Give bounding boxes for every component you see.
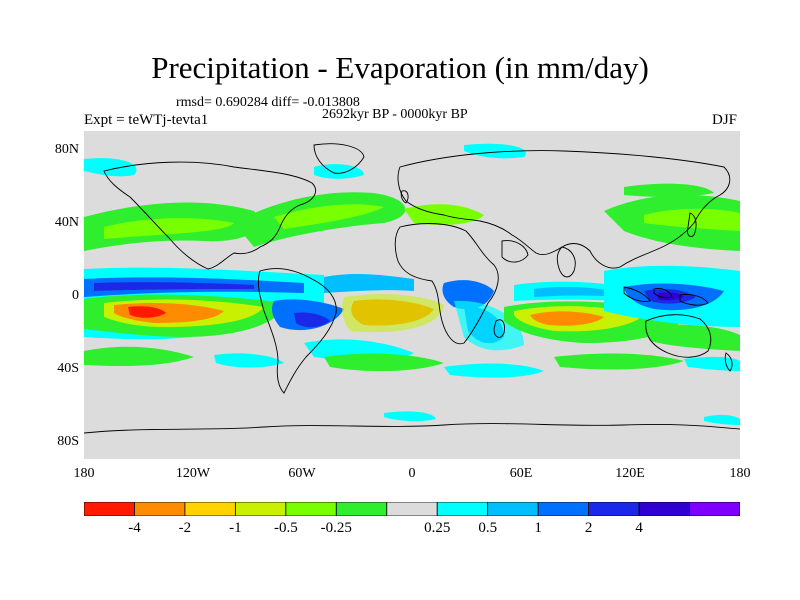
coast-australia	[645, 314, 712, 358]
colorbar-swatch	[487, 502, 539, 516]
colorbar-swatch	[335, 502, 388, 516]
coast-madagascar	[493, 319, 505, 338]
lat-label: 80S	[57, 434, 79, 449]
pe-region-satl-yellow	[342, 294, 444, 333]
colorbar-label: 1	[534, 520, 542, 536]
coast-japan	[687, 212, 697, 238]
lon-label: 60W	[288, 466, 316, 481]
coast-eurasia	[397, 150, 731, 269]
colorbar-label: 2	[584, 520, 593, 536]
coastlines	[84, 143, 740, 434]
pe-region-so-green-3	[554, 353, 684, 370]
page-title: Precipitation - Evaporation (in mm/day)	[151, 50, 649, 85]
season-label: DJF	[712, 112, 738, 128]
pe-region-itcz-pac-dark	[94, 282, 254, 291]
colorbar-label: -2	[178, 520, 192, 536]
pe-region-sepac-red	[128, 306, 166, 318]
colorbar-swatch	[234, 502, 287, 516]
colorbar-swatch	[436, 502, 489, 516]
colorbar-swatch	[386, 502, 438, 516]
colorbar-swatch	[588, 502, 640, 516]
colorbar-label: 4	[635, 520, 643, 536]
colorbar-swatch	[638, 502, 690, 516]
pe-region-so-green-1	[84, 346, 194, 367]
lon-label: 0	[408, 466, 416, 481]
colorbar-swatch	[84, 502, 135, 516]
lon-label: 120E	[615, 466, 645, 481]
pe-region-arctic-1	[84, 158, 137, 177]
map-svg	[84, 131, 740, 459]
pe-region-nw-pac-lime	[644, 208, 740, 231]
colorbar-swatch	[537, 502, 590, 516]
coast-indonesia-2	[653, 288, 673, 299]
coast-new-zealand	[724, 352, 733, 372]
pe-region-amazon-dark	[294, 312, 330, 328]
colorbar-swatch	[184, 502, 236, 516]
pe-region-npac-lime	[104, 218, 234, 239]
colorbar-swatch	[285, 502, 337, 516]
colorbar	[84, 502, 740, 516]
colorbar-label: -1	[229, 520, 242, 536]
pe-region-aus-green	[644, 324, 740, 351]
lon-label: 120W	[175, 466, 211, 481]
pe-region-ant-2	[704, 414, 740, 425]
lat-label: 0	[72, 288, 79, 303]
coast-uk	[400, 190, 409, 204]
coast-south-america	[257, 268, 337, 394]
lat-label: 40S	[57, 361, 79, 376]
lon-label: 180	[73, 466, 95, 481]
coast-north-america	[103, 161, 316, 270]
coast-africa	[394, 223, 499, 345]
pe-region-so-cyan-2	[444, 363, 544, 378]
pe-region-arctic-3	[464, 143, 526, 159]
pe-region-so-green-2	[324, 353, 444, 372]
pe-region-arctic-4	[624, 183, 714, 197]
coast-india	[556, 246, 576, 278]
pe-region-ant-1	[384, 411, 436, 422]
stats-line: rmsd= 0.690284 diff= -0.013808	[176, 95, 360, 110]
colorbar-swatch	[689, 502, 740, 516]
lat-label: 40N	[54, 215, 79, 230]
lon-label: 180	[729, 466, 751, 481]
colorbar-label: 0.5	[478, 520, 498, 536]
pe-region-atl-itcz	[324, 273, 414, 293]
pe-region-indian-orange	[530, 311, 604, 326]
colorbar-label: -4	[128, 520, 141, 536]
period-label: 2692kyr BP - 0000kyr BP	[322, 107, 468, 122]
pe-region-so-cyan-1	[214, 353, 284, 368]
colorbar-svg	[84, 502, 740, 516]
coast-indonesia-1	[623, 286, 651, 302]
lat-label: 80N	[54, 142, 79, 157]
lon-label: 60E	[509, 466, 533, 481]
coast-arabia	[501, 240, 529, 263]
pe-region-natl-lime	[274, 204, 384, 229]
coast-greenland	[313, 143, 365, 174]
pe-region-africa-cyan	[454, 300, 524, 351]
colorbar-label: -0.5	[273, 520, 298, 536]
map-panel	[84, 131, 740, 459]
colorbar-swatch	[134, 502, 186, 516]
pe-region-so-cyan-3	[684, 356, 740, 371]
colorbar-label: -0.25	[320, 520, 352, 536]
pe-region-mc-purple	[658, 292, 684, 301]
experiment-label: Expt = teWTj-tevta1	[84, 112, 209, 128]
colorbar-label: 0.25	[424, 520, 451, 536]
coast-new-guinea	[679, 294, 709, 306]
coast-antarctica	[84, 423, 740, 434]
pe-region-indian-north-blue	[534, 286, 624, 297]
